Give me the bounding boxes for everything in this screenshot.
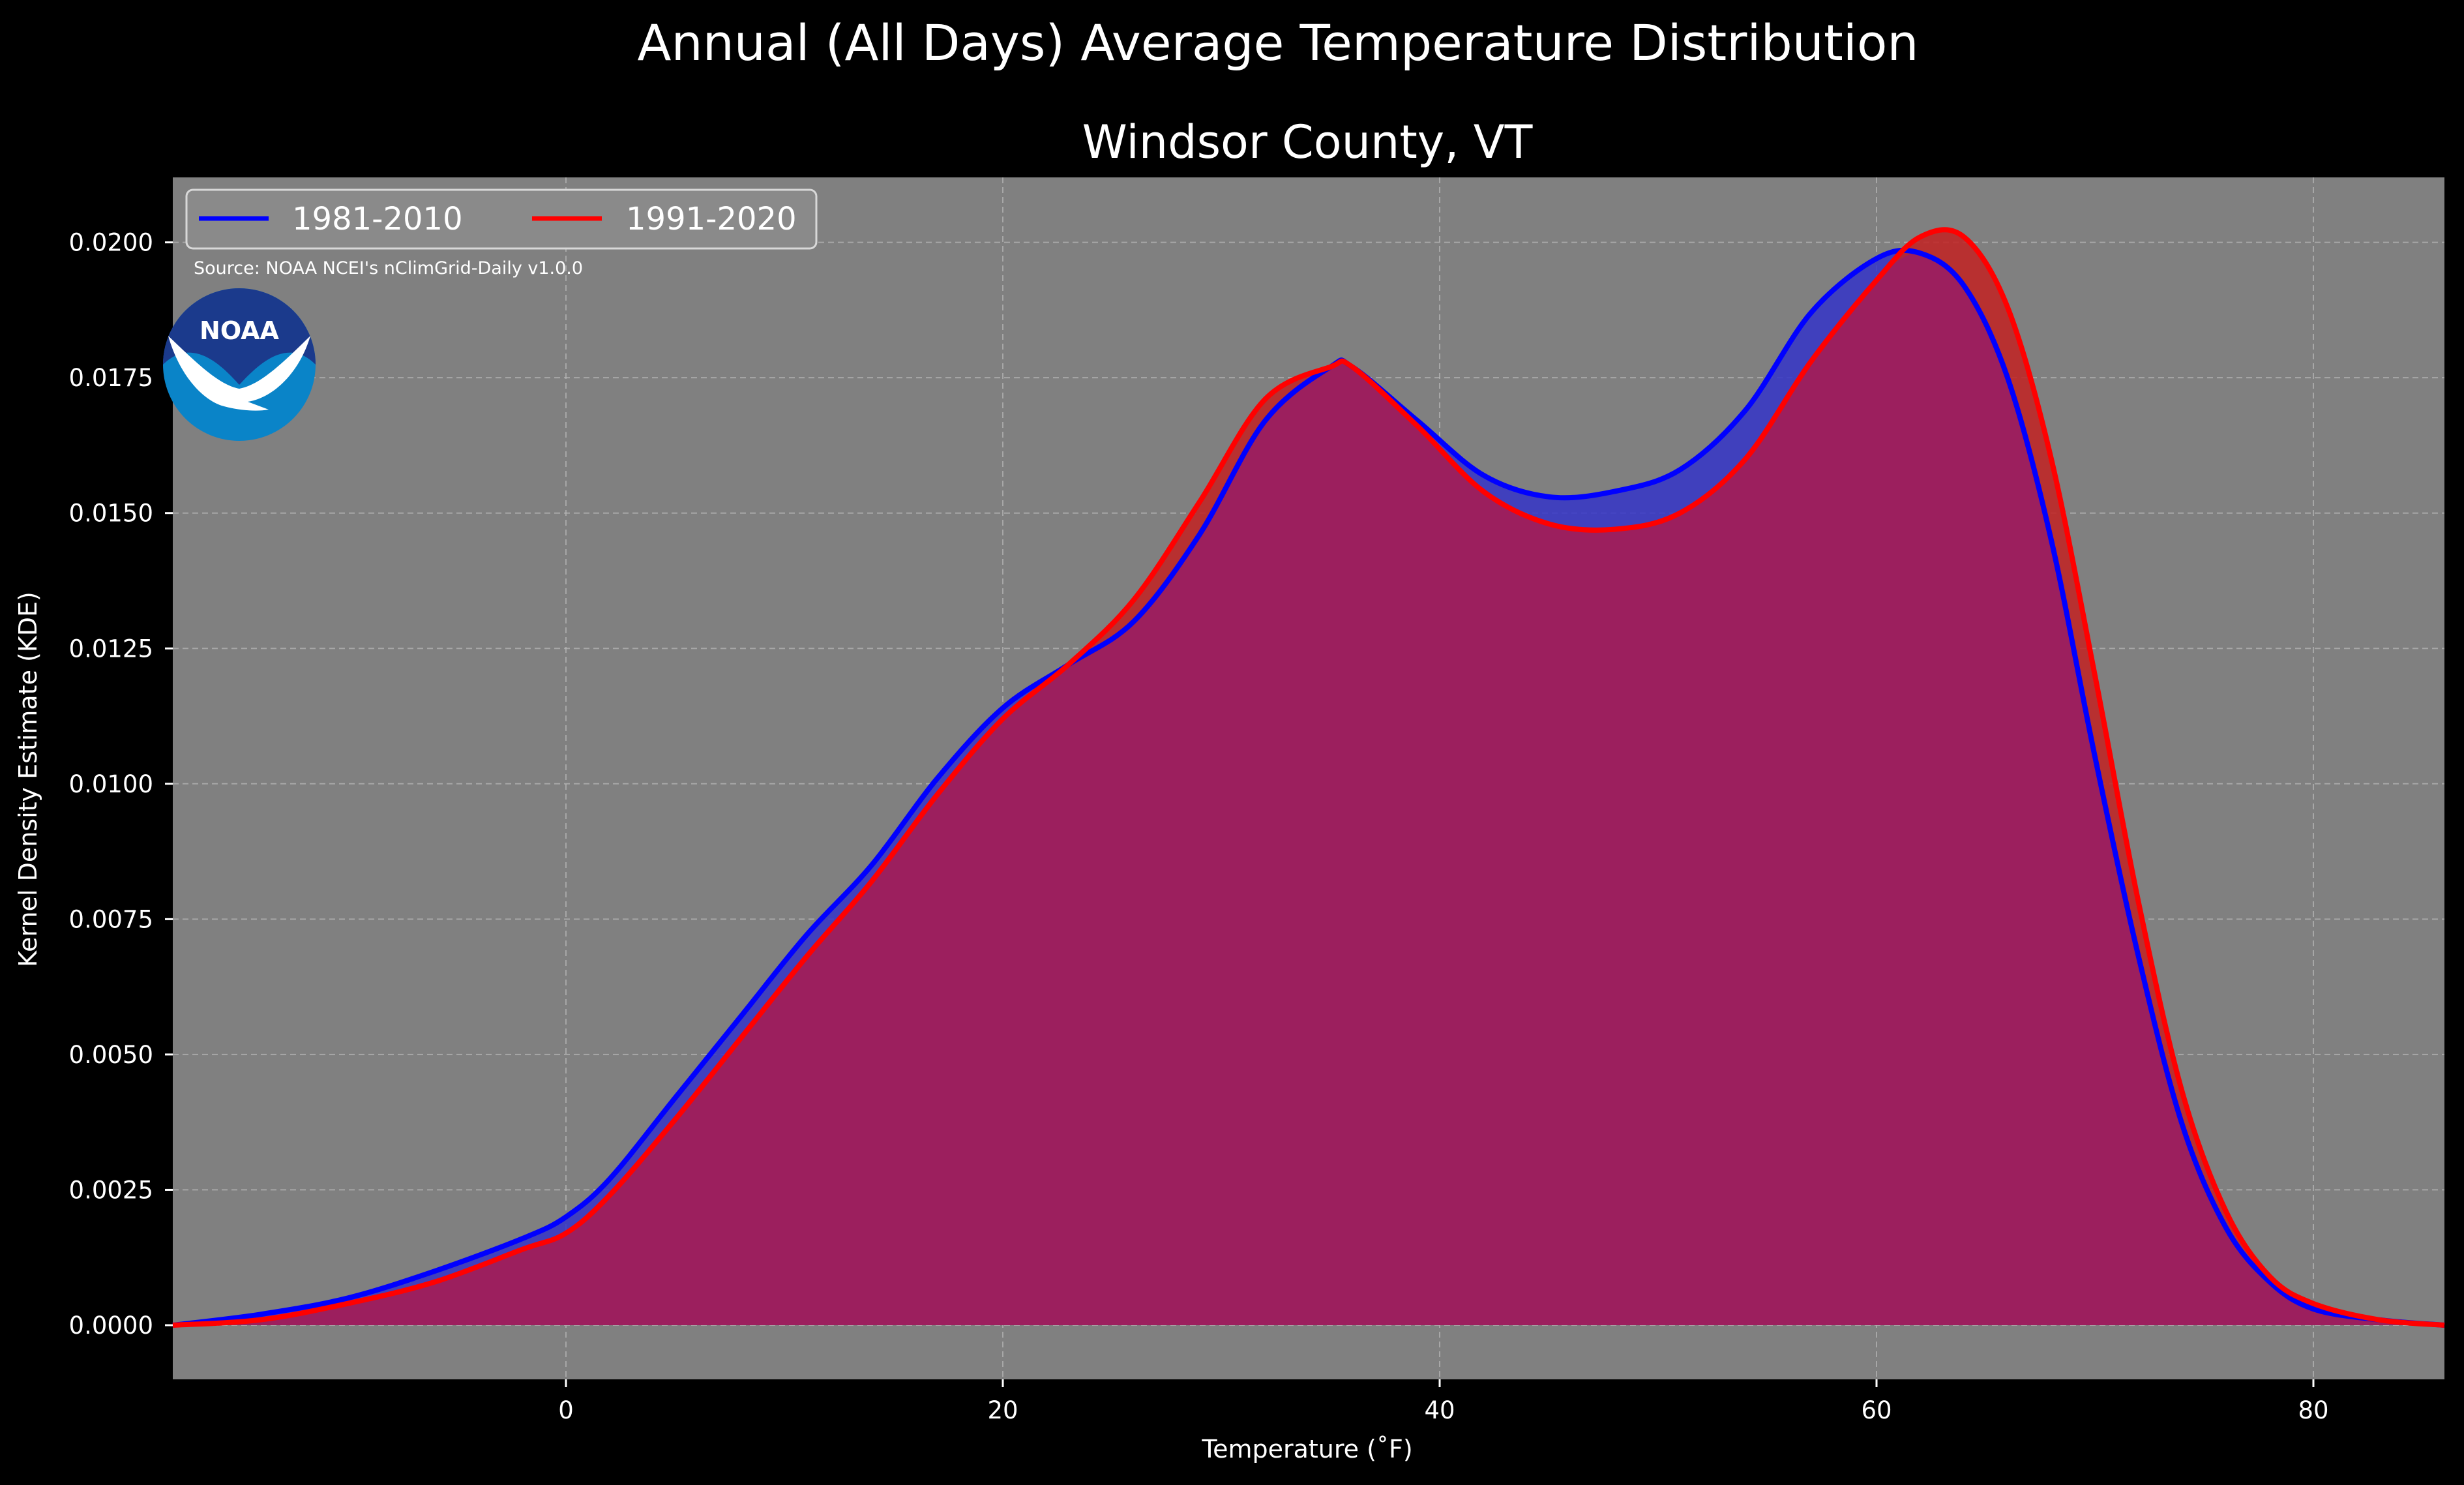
legend: 1981-2010 1991-2020 <box>185 188 818 250</box>
x-tick-label: 80 <box>2298 1396 2328 1424</box>
y-tick-label: 0.0175 <box>69 364 153 392</box>
y-tick-label: 0.0125 <box>69 635 153 663</box>
legend-label-1981-2010: 1981-2010 <box>292 201 463 237</box>
noaa-logo-top-band <box>163 288 316 385</box>
y-axis-ticks: 0.0000 0.0025 0.0050 0.0075 0.0100 0.0125 0.01… <box>69 229 173 1340</box>
chart-title: Annual (All Days) Average Temperature Di… <box>637 14 1918 72</box>
x-tick-label: 40 <box>1424 1396 1455 1424</box>
x-axis-label: Temperature (˚F) <box>1201 1435 1412 1463</box>
legend-box <box>185 188 818 250</box>
noaa-logo: NOAA <box>163 288 316 441</box>
series-line-1981-2010 <box>172 247 2445 1328</box>
series-fills <box>173 230 2444 1326</box>
y-tick-label: 0.0150 <box>69 500 153 528</box>
y-tick-label: 0.0075 <box>69 905 153 933</box>
y-tick-label: 0.0025 <box>69 1176 153 1204</box>
x-tick-label: 60 <box>1861 1396 1892 1424</box>
y-tick-label: 0.0100 <box>69 770 153 798</box>
noaa-logo-gull <box>168 336 310 411</box>
series-line-1991-2020 <box>172 227 2445 1328</box>
y-axis-label: Kernel Density Estimate (KDE) <box>14 592 42 967</box>
source-note: Source: NOAA NCEI's nClimGrid-Daily v1.0… <box>194 258 583 278</box>
series-lines <box>172 227 2445 1328</box>
x-tick-label: 0 <box>558 1396 574 1424</box>
x-tick-label: 20 <box>987 1396 1018 1424</box>
x-axis-ticks: 0 20 40 60 80 <box>558 1379 2329 1424</box>
chart-subtitle: Windsor County, VT <box>1082 115 1533 169</box>
y-tick-label: 0.0050 <box>69 1041 153 1069</box>
legend-label-1991-2020: 1991-2020 <box>626 201 797 237</box>
noaa-logo-text: NOAA <box>200 316 279 345</box>
series-overlap-fill <box>173 253 2444 1325</box>
y-tick-label: 0.0200 <box>69 229 153 257</box>
y-tick-label: 0.0000 <box>69 1312 153 1340</box>
